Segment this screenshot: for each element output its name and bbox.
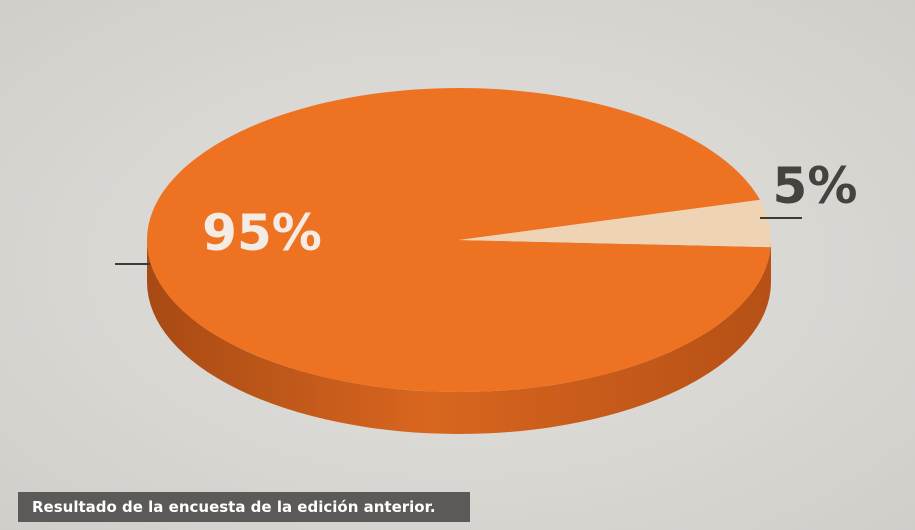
chart-caption: Resultado de la encuesta de la edición a… xyxy=(18,492,470,522)
pie-slice-95 xyxy=(146,87,771,392)
pie-side xyxy=(147,240,771,434)
slice-label-5: 5% xyxy=(773,157,858,215)
pie-group xyxy=(146,87,771,434)
slice-label-95: 95% xyxy=(202,204,322,262)
pie-slice-5 xyxy=(459,199,771,248)
